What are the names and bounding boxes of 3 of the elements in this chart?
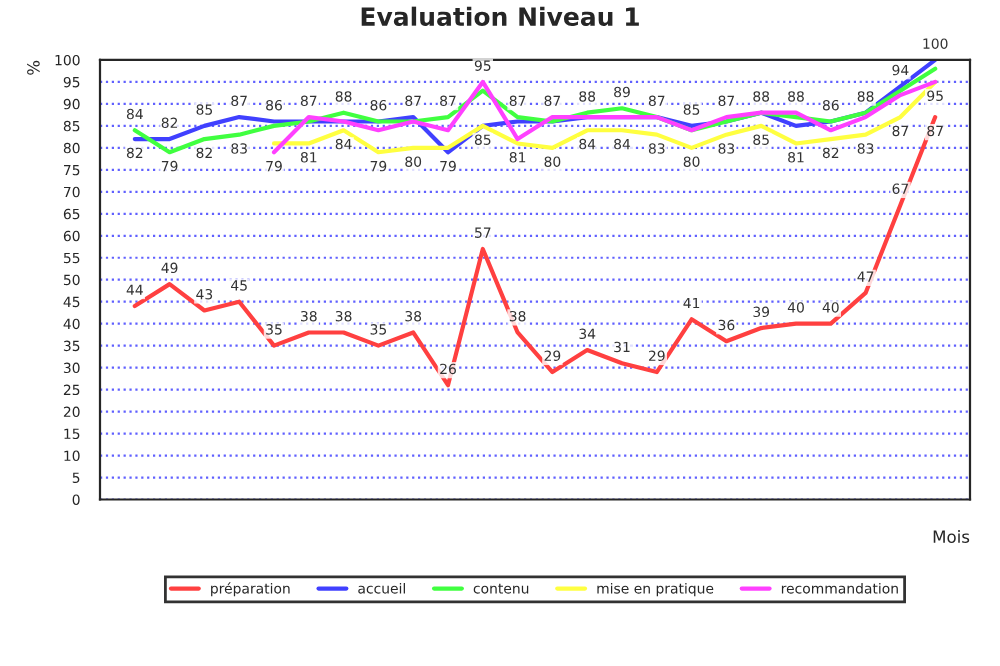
- chart-title: Evaluation Niveau 1: [361, 6, 639, 27]
- y-axis-title: %: [27, 60, 40, 75]
- x-axis-title: Mois: [933, 530, 970, 543]
